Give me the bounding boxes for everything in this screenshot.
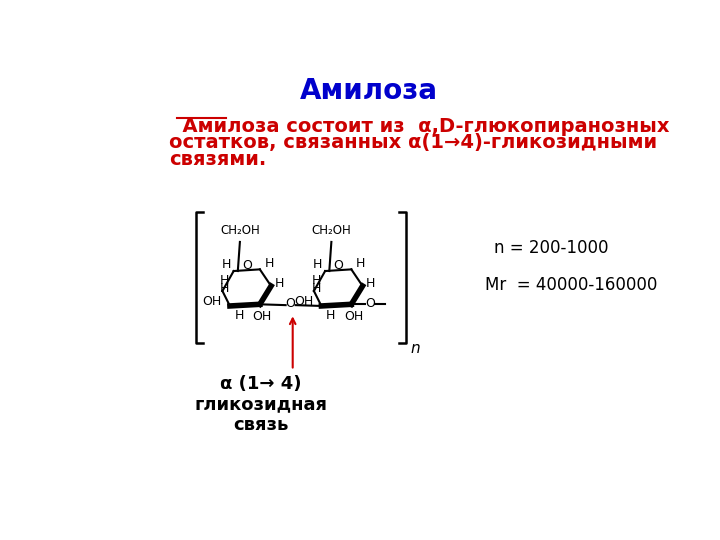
Text: связями.: связями. xyxy=(169,150,266,169)
Text: CH₂OH: CH₂OH xyxy=(312,224,351,237)
Text: гликозидная: гликозидная xyxy=(194,395,328,413)
Text: O: O xyxy=(365,296,375,309)
Text: H: H xyxy=(311,274,320,287)
Text: n = 200-1000: n = 200-1000 xyxy=(494,239,608,256)
Text: O: O xyxy=(242,259,252,272)
Text: H: H xyxy=(356,256,365,269)
Text: H: H xyxy=(222,258,231,271)
Text: H: H xyxy=(275,278,284,291)
Text: остатков, связанных α(1→4)-гликозидными: остатков, связанных α(1→4)-гликозидными xyxy=(169,133,657,152)
Text: H: H xyxy=(366,278,376,291)
Text: связь: связь xyxy=(233,416,289,434)
Text: OH: OH xyxy=(294,295,313,308)
Text: OH: OH xyxy=(252,310,271,323)
Text: α (1→ 4): α (1→ 4) xyxy=(220,375,302,393)
Text: H: H xyxy=(264,256,274,269)
Text: OH: OH xyxy=(202,295,222,308)
Text: H: H xyxy=(220,281,229,295)
Text: n: n xyxy=(410,341,420,356)
Text: CH₂OH: CH₂OH xyxy=(220,224,260,237)
Text: Mr  = 40000-160000: Mr = 40000-160000 xyxy=(485,276,658,294)
Text: O: O xyxy=(333,259,343,272)
Text: H: H xyxy=(326,309,336,322)
Text: H: H xyxy=(220,274,229,287)
Text: Амилоза: Амилоза xyxy=(300,77,438,105)
Text: Амилоза состоит из  α,D-глюкопиранозных: Амилоза состоит из α,D-глюкопиранозных xyxy=(169,117,670,136)
Text: OH: OH xyxy=(343,310,363,323)
Text: O: O xyxy=(286,298,295,310)
Text: H: H xyxy=(313,258,323,271)
Text: H: H xyxy=(311,281,320,295)
Text: H: H xyxy=(235,309,244,322)
